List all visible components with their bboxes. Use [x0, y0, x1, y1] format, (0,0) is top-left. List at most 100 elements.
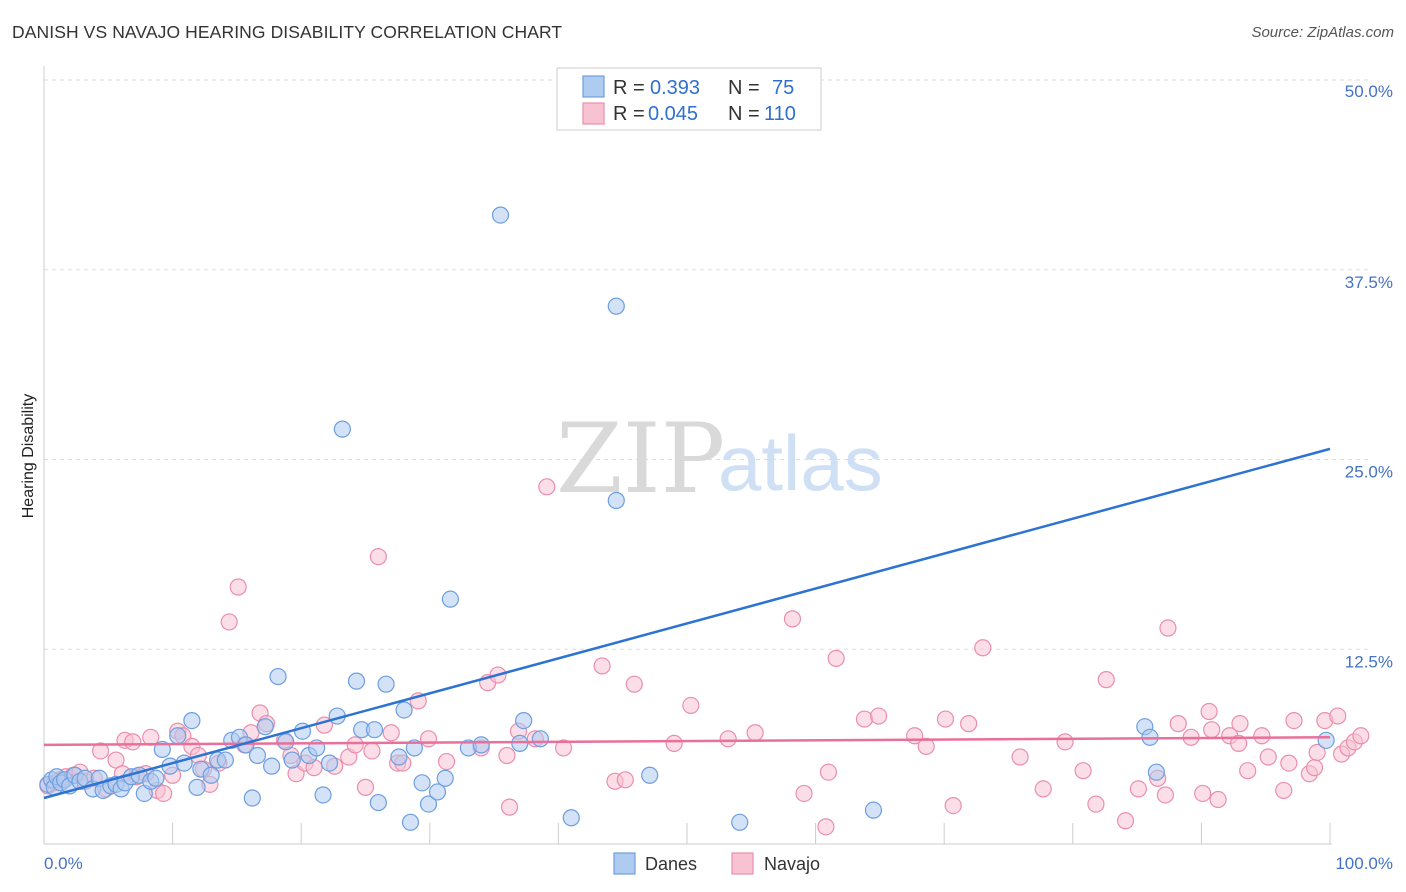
navajo-point — [554, 739, 573, 757]
bottom-legend-label-navajo: Navajo — [764, 854, 820, 874]
danes-point — [377, 675, 395, 693]
navajo-point — [870, 707, 888, 725]
danes-point — [333, 420, 351, 438]
danes-point — [243, 789, 261, 807]
navajo-point — [1275, 781, 1293, 800]
bottom-legend-swatch-navajo — [731, 852, 754, 875]
navajo-point — [356, 778, 375, 796]
navajo-point — [363, 742, 381, 760]
danes-point — [169, 727, 187, 745]
navajo-point — [1097, 671, 1115, 689]
bottom-legend-label-danes: Danes — [645, 854, 697, 874]
legend-n-label-danes: N = — [728, 77, 760, 99]
navajo-point — [498, 746, 516, 765]
navajo-point — [827, 649, 845, 667]
danes-point — [147, 769, 165, 787]
navajo-point — [1194, 784, 1212, 803]
navajo-point — [154, 784, 173, 803]
danes-point — [491, 206, 510, 224]
danes-point — [472, 736, 490, 754]
legend: R = 0.393 N = 75 R = 0.045 N = 110 — [556, 67, 822, 131]
navajo-point — [719, 730, 737, 748]
legend-swatch-navajo — [582, 102, 605, 125]
watermark-atlas: atlas — [718, 419, 883, 507]
bottom-legend: Danes Navajo — [613, 852, 820, 875]
navajo-point — [1074, 762, 1092, 780]
navajo-point — [419, 730, 438, 748]
watermark-zip: ZIP — [556, 403, 725, 515]
danes-point — [395, 701, 413, 719]
navajo-point — [1259, 748, 1277, 766]
navajo-point — [1203, 721, 1221, 739]
navajo-point — [746, 724, 764, 742]
navajo-point — [91, 742, 110, 760]
navajo-point — [437, 752, 456, 771]
navajo-point — [795, 784, 813, 803]
legend-r-value-danes: 0.393 — [650, 77, 700, 99]
danes-point — [428, 783, 447, 801]
danes-point — [562, 809, 580, 827]
chart-title: DANISH VS NAVAJO HEARING DISABILITY CORR… — [12, 22, 563, 42]
danes-point — [202, 766, 220, 784]
navajo-point — [1200, 702, 1218, 721]
navajo-point — [960, 715, 978, 733]
chart-source: Source: ZipAtlas.com — [1251, 24, 1394, 41]
navajo-point — [1285, 711, 1303, 730]
navajo-point — [944, 797, 962, 815]
navajo-point — [817, 818, 835, 836]
navajo-point — [1305, 759, 1324, 777]
navajo-point — [229, 578, 247, 596]
danes-point — [283, 751, 301, 769]
danes-point — [263, 757, 281, 775]
navajo-point — [1087, 795, 1105, 813]
navajo-trend-line — [43, 736, 1331, 747]
navajo-point — [917, 737, 935, 756]
legend-n-value-danes: 75 — [772, 77, 794, 99]
danes-point — [347, 672, 366, 690]
navajo-point — [1116, 812, 1135, 830]
danes-point — [531, 730, 549, 748]
legend-swatch-danes — [582, 75, 605, 98]
danes-point — [269, 667, 287, 686]
navajo-point — [783, 610, 802, 628]
danes-point — [1317, 731, 1335, 749]
navajo-point — [1209, 790, 1227, 809]
y-tick-label: 25.0% — [1345, 463, 1393, 482]
y-tick-labels: 12.5% 25.0% 37.5% 50.0% — [1345, 82, 1393, 671]
navajo-point — [665, 734, 683, 752]
navajo-point — [538, 478, 556, 496]
danes-point — [607, 297, 625, 315]
navajo-point — [382, 724, 400, 742]
navajo-point — [936, 710, 955, 728]
danes-point — [320, 754, 339, 772]
y-tick-label: 50.0% — [1345, 82, 1393, 101]
danes-point — [256, 718, 274, 736]
danes-trend-line — [43, 447, 1331, 800]
bottom-legend-swatch-danes — [613, 852, 636, 875]
x-ticks — [43, 823, 1331, 844]
navajo-point — [1329, 707, 1347, 725]
danes-point — [314, 786, 332, 804]
danes-point — [390, 748, 408, 766]
legend-r-value-navajo: 0.045 — [648, 103, 698, 125]
navajo-points — [39, 478, 1370, 836]
navajo-point — [369, 548, 387, 566]
danes-point — [216, 751, 234, 769]
navajo-point — [819, 763, 838, 781]
x-tick-label-min: 0.0% — [44, 854, 83, 873]
navajo-point — [1156, 786, 1174, 804]
watermark: ZIP atlas — [556, 403, 883, 515]
navajo-point — [1230, 734, 1248, 752]
navajo-point — [500, 798, 519, 816]
y-axis-label: Hearing Disability — [20, 394, 37, 519]
danes-points — [39, 206, 1335, 831]
navajo-point — [1034, 780, 1052, 798]
navajo-point — [1011, 748, 1029, 766]
danes-point — [511, 734, 529, 752]
navajo-point — [1352, 727, 1370, 745]
danes-point — [183, 711, 201, 730]
legend-r-label-navajo: R = — [613, 103, 645, 125]
legend-n-value-navajo: 110 — [764, 103, 796, 125]
navajo-point — [1308, 743, 1326, 762]
danes-point — [365, 721, 384, 739]
